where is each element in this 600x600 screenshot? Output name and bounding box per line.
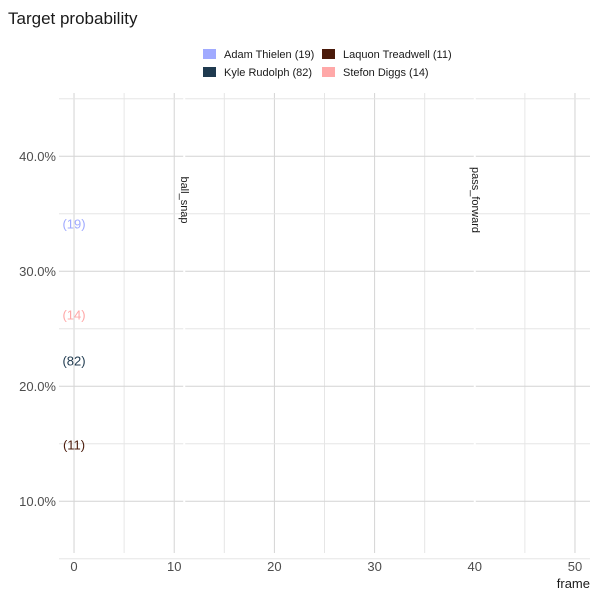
series-end-label: (14)	[62, 307, 85, 322]
grid	[59, 93, 590, 560]
legend-swatch	[203, 49, 216, 59]
legend: Adam Thielen (19) Laquon Treadwell (11) Ky…	[203, 49, 452, 79]
legend-swatch	[322, 67, 335, 77]
x-axis-label: frame	[557, 576, 590, 591]
legend-swatch	[322, 49, 335, 59]
event-label: ball_snap	[178, 176, 190, 223]
y-tick-label: 30.0%	[19, 264, 56, 279]
x-tick-label: 10	[167, 559, 181, 574]
x-tick-label: 30	[367, 559, 381, 574]
y-tick-label: 40.0%	[19, 149, 56, 164]
legend-entry: Adam Thielen (19)	[224, 49, 314, 61]
series-labels: (19) (14) (82) (11)	[62, 217, 85, 453]
x-tick-label: 20	[267, 559, 281, 574]
y-axis-ticks: 10.0% 20.0% 30.0% 40.0%	[19, 149, 56, 509]
legend-entry: Kyle Rudolph (82)	[224, 67, 312, 79]
series-end-label: (11)	[63, 437, 85, 452]
x-tick-label: 50	[568, 559, 582, 574]
series-end-label: (82)	[62, 353, 85, 368]
chart-title: Target probability	[8, 9, 138, 28]
x-tick-label: 0	[70, 559, 77, 574]
series-end-label: (19)	[62, 217, 85, 232]
legend-entry: Stefon Diggs (14)	[343, 67, 429, 79]
event-label: pass_forward	[469, 167, 481, 233]
legend-entry: Laquon Treadwell (11)	[343, 49, 452, 61]
x-tick-label: 40	[468, 559, 482, 574]
legend-swatch	[203, 67, 216, 77]
event-markers: ball_snap pass_forward	[178, 93, 481, 553]
x-axis-ticks: 0 10 20 30 40 50	[70, 559, 582, 574]
y-tick-label: 20.0%	[19, 379, 56, 394]
y-tick-label: 10.0%	[19, 494, 56, 509]
